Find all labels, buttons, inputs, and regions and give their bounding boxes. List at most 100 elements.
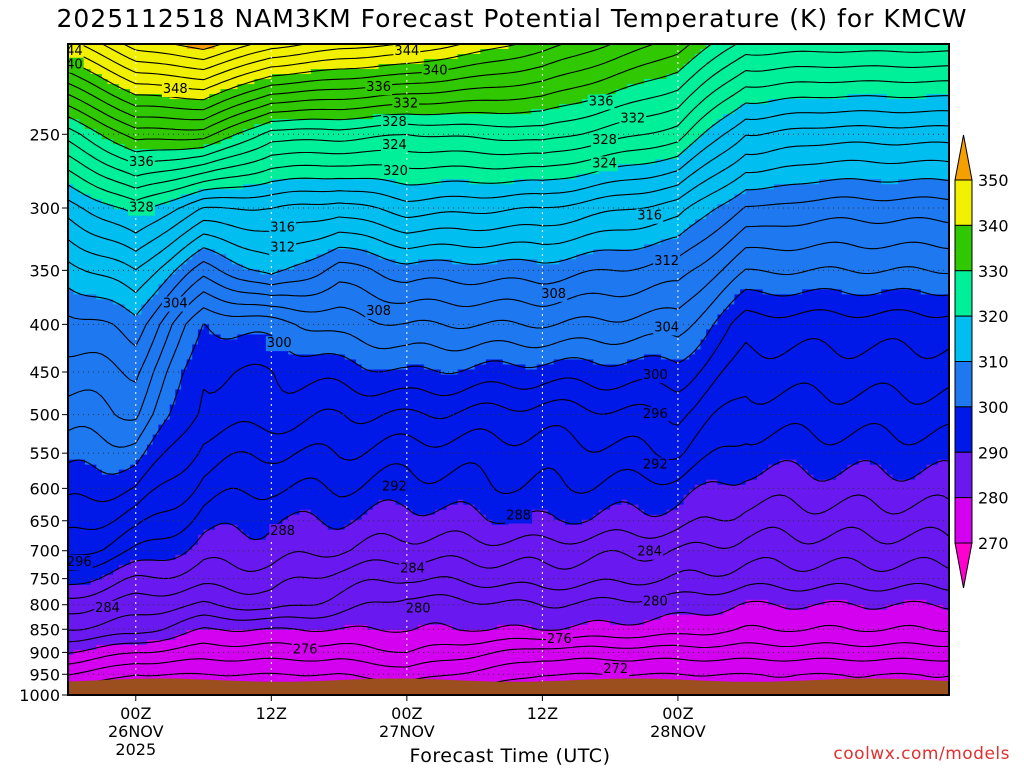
field-cell <box>598 44 606 50</box>
field-cell <box>892 149 899 155</box>
field-cell <box>186 189 193 195</box>
field-cell <box>706 129 713 135</box>
field-cell <box>254 144 261 150</box>
field-cell <box>446 84 453 90</box>
field-cell <box>293 179 301 185</box>
field-cell <box>463 79 470 85</box>
field-cell <box>717 69 724 75</box>
field-cell <box>672 59 679 65</box>
field-cell <box>271 124 278 130</box>
field-cell <box>525 149 532 155</box>
field-cell <box>186 54 193 60</box>
field-cell <box>186 184 193 190</box>
field-cell <box>418 54 425 60</box>
field-cell <box>271 199 278 205</box>
field-cell <box>68 149 75 155</box>
field-cell <box>734 159 741 165</box>
field-cell <box>497 109 504 115</box>
field-cell <box>632 159 639 165</box>
field-cell <box>728 64 735 70</box>
field-cell <box>711 159 719 165</box>
field-cell <box>350 84 357 90</box>
field-cell <box>440 144 447 150</box>
field-cell <box>903 169 911 175</box>
field-cell <box>762 104 769 110</box>
field-cell <box>101 184 109 190</box>
field-cell <box>604 199 611 205</box>
field-cell <box>186 74 193 80</box>
field-cell <box>627 129 634 135</box>
field-cell <box>446 74 453 80</box>
field-cell <box>288 109 295 115</box>
field-cell <box>756 99 764 105</box>
field-cell <box>90 44 97 50</box>
field-cell <box>756 104 764 110</box>
field-cell <box>943 89 949 95</box>
field-cell <box>243 64 250 70</box>
field-cell <box>627 169 634 175</box>
field-cell <box>655 174 662 180</box>
field-cell <box>892 109 899 115</box>
field-cell <box>677 159 685 165</box>
field-cell <box>830 54 837 60</box>
field-cell <box>152 74 159 80</box>
field-cell <box>542 109 549 115</box>
field-cell <box>723 79 730 85</box>
field-cell <box>802 49 809 55</box>
field-cell <box>666 124 673 130</box>
field-cell <box>169 114 176 120</box>
field-cell <box>175 159 182 165</box>
field-cell <box>852 74 860 80</box>
field-cell <box>158 89 165 95</box>
field-cell <box>344 49 351 55</box>
field-cell <box>260 104 267 110</box>
field-cell <box>734 189 741 195</box>
field-cell <box>186 169 193 175</box>
field-cell <box>570 149 577 155</box>
field-cell <box>943 99 949 105</box>
field-cell <box>418 189 425 195</box>
field-cell <box>864 134 871 140</box>
field-cell <box>101 179 109 185</box>
field-cell <box>203 44 210 50</box>
field-cell <box>943 139 949 145</box>
field-cell <box>830 149 837 155</box>
field-cell <box>756 144 764 150</box>
field-cell <box>423 154 431 160</box>
field-cell <box>237 174 244 180</box>
field-cell <box>858 169 865 175</box>
field-cell <box>875 134 882 140</box>
field-cell <box>864 159 871 165</box>
field-cell <box>68 194 75 200</box>
field-cell <box>785 194 792 200</box>
field-cell <box>621 169 628 175</box>
field-cell <box>429 179 436 185</box>
field-cell <box>886 144 894 150</box>
field-cell <box>723 109 730 115</box>
field-cell <box>452 154 459 160</box>
field-cell <box>147 134 154 140</box>
field-cell <box>310 149 318 155</box>
field-cell <box>248 104 255 110</box>
field-cell <box>852 159 860 165</box>
field-cell <box>649 89 656 95</box>
field-cell <box>542 54 549 60</box>
field-cell <box>824 159 832 165</box>
field-cell <box>164 74 171 80</box>
field-cell <box>813 189 820 195</box>
field-cell <box>452 159 459 165</box>
field-cell <box>485 49 493 55</box>
field-cell <box>322 194 329 200</box>
field-cell <box>559 64 566 70</box>
field-cell <box>728 119 735 125</box>
field-cell <box>158 134 165 140</box>
field-cell <box>813 164 820 170</box>
field-cell <box>706 149 713 155</box>
field-cell <box>531 59 538 65</box>
field-cell <box>316 99 323 105</box>
field-cell <box>152 94 159 100</box>
field-cell <box>101 114 109 120</box>
field-cell <box>548 49 555 55</box>
field-cell <box>514 149 521 155</box>
field-cell <box>683 104 690 110</box>
